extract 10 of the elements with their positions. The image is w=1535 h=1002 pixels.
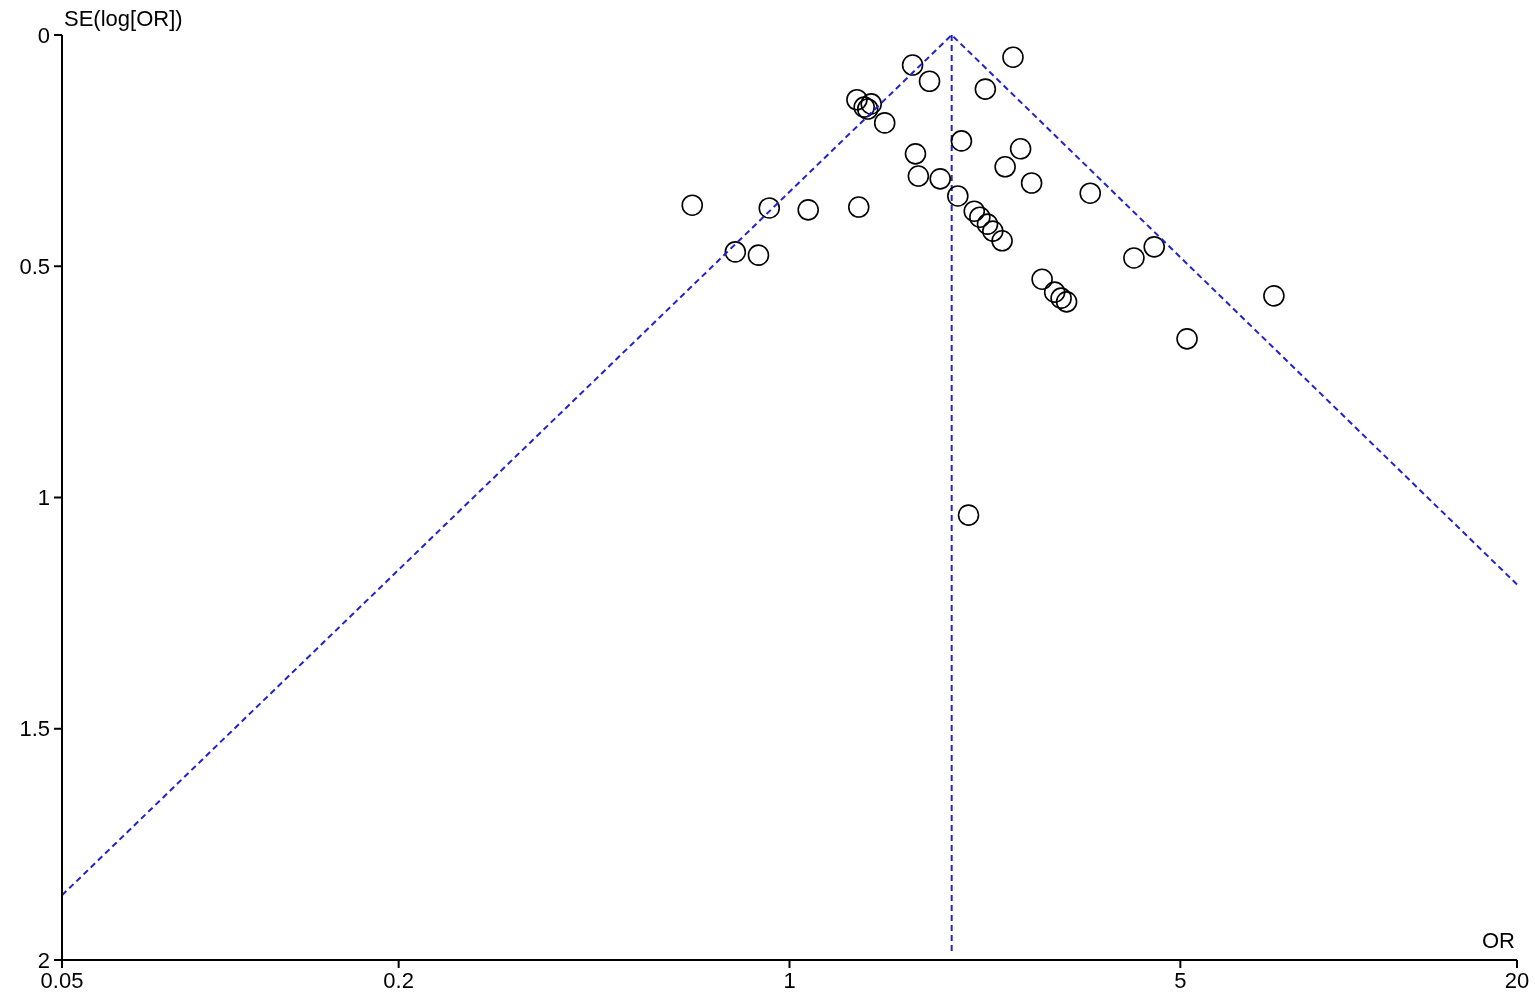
y-tick-label: 0.5 xyxy=(19,253,50,279)
x-tick-label: 20 xyxy=(1504,968,1530,993)
y-tick-label: 1 xyxy=(37,485,50,511)
y-tick-label: 0 xyxy=(37,22,50,48)
y-axis-title: SE(log[OR]) xyxy=(64,6,183,31)
x-tick-label: 1 xyxy=(783,968,796,993)
x-tick-label: 5 xyxy=(1174,968,1187,993)
x-tick-label: 0.2 xyxy=(383,968,414,993)
x-axis-title: OR xyxy=(1482,928,1515,953)
y-tick-label: 1.5 xyxy=(19,716,50,742)
